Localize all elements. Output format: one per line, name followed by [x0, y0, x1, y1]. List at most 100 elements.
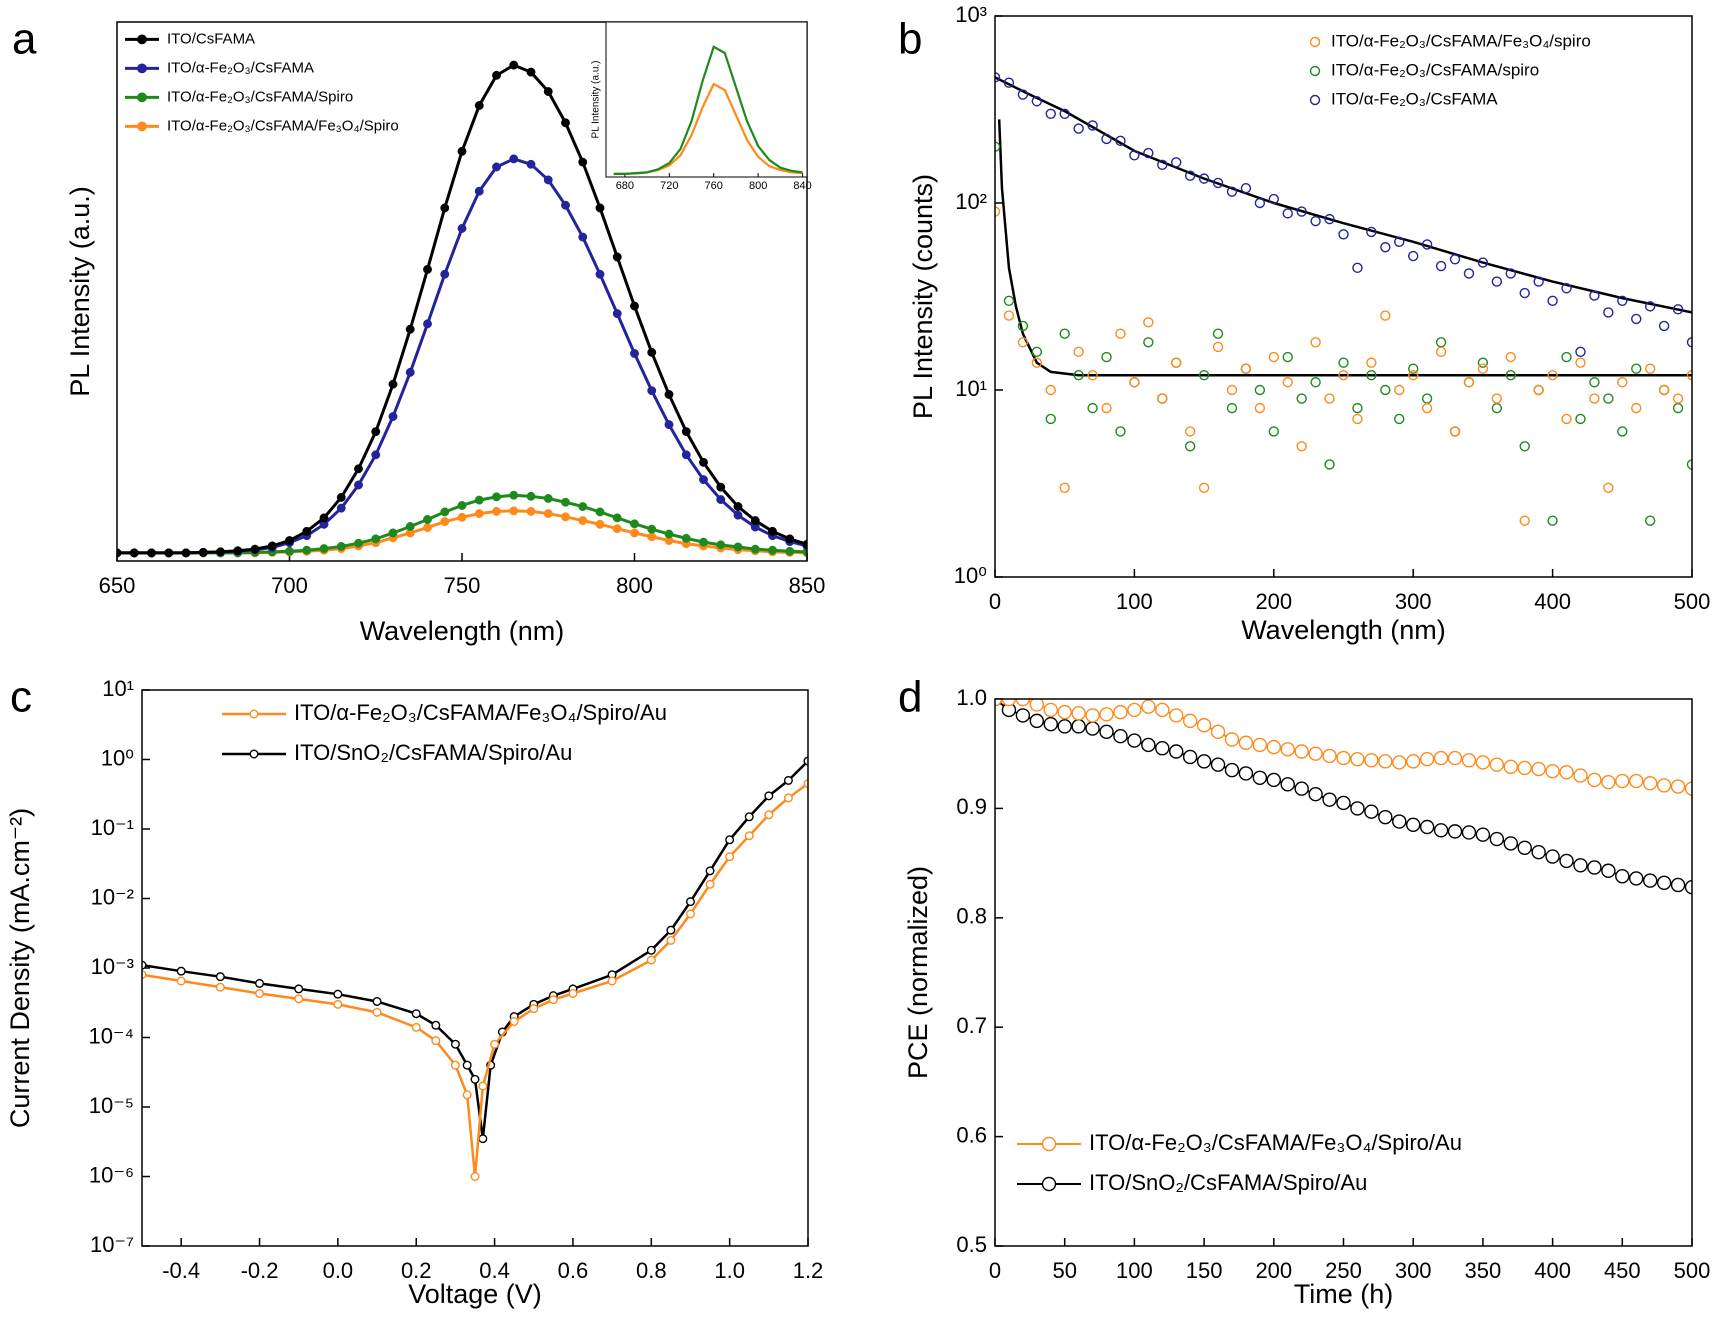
- data-point: [423, 319, 432, 329]
- data-point: [1045, 108, 1056, 119]
- plot-frame: [994, 15, 1693, 578]
- data-point: [1378, 809, 1393, 825]
- data-point: [685, 909, 695, 919]
- data-point: [1475, 827, 1491, 842]
- data-point: [478, 1081, 488, 1091]
- plot-frame: [994, 698, 1693, 1247]
- data-point: [176, 976, 186, 986]
- data-point: [457, 512, 467, 522]
- data-point: [1268, 193, 1280, 205]
- data-point: [1001, 699, 1017, 707]
- data-point: [1336, 750, 1351, 766]
- data-point: [664, 389, 674, 399]
- data-point: [1519, 441, 1530, 452]
- data-point: [630, 349, 639, 358]
- data-point: [664, 529, 674, 539]
- legend-label: ITO/α-Fe₂O₃/CsFAMA/spiro: [1331, 60, 1539, 79]
- data-point: [1475, 755, 1491, 770]
- data-point: [1296, 206, 1307, 217]
- legend-marker: [137, 92, 147, 103]
- data-point: [1421, 402, 1433, 414]
- x-tick-label: 0: [989, 589, 1001, 614]
- data-point: [405, 522, 415, 531]
- data-point: [1489, 831, 1505, 847]
- data-point: [1101, 351, 1112, 363]
- data-point: [1324, 459, 1335, 470]
- y-axis-title: PCE (normalized): [903, 866, 933, 1079]
- data-point: [1405, 754, 1421, 769]
- x-tick-label: 150: [1186, 1258, 1223, 1283]
- y-tick-label: 10⁰: [101, 745, 134, 770]
- data-point: [1672, 304, 1684, 315]
- data-point: [612, 513, 622, 523]
- x-tick-label: 800: [749, 180, 767, 192]
- x-tick-label: 0.8: [636, 1258, 667, 1283]
- x-tick-label: 250: [1325, 1258, 1362, 1283]
- data-point: [1364, 753, 1379, 768]
- data-point: [1224, 762, 1240, 778]
- data-point: [803, 756, 808, 766]
- data-point: [1575, 413, 1586, 425]
- data-point: [319, 513, 329, 523]
- data-point: [1184, 170, 1196, 181]
- data-point: [1352, 402, 1363, 414]
- legend-label: ITO/α-Fe₂O₃/CsFAMA/Fe₃O₄/Spiro/Au: [1089, 1130, 1462, 1155]
- x-tick-label: -0.4: [162, 1258, 200, 1283]
- data-point: [561, 118, 570, 128]
- data-point: [1226, 402, 1238, 414]
- data-point: [1336, 795, 1351, 811]
- data-point: [1238, 735, 1254, 750]
- data-point: [699, 537, 708, 547]
- data-point: [1531, 844, 1546, 860]
- x-axis-title: Voltage (V): [408, 1279, 542, 1309]
- data-point: [1433, 750, 1449, 766]
- data-point: [1184, 441, 1196, 452]
- data-point: [1656, 778, 1672, 793]
- data-point: [716, 495, 726, 505]
- data-point: [509, 60, 519, 70]
- data-point: [1631, 313, 1642, 325]
- data-point: [302, 526, 312, 536]
- data-point: [1338, 229, 1349, 240]
- data-point: [1085, 708, 1100, 723]
- data-point: [1392, 814, 1407, 829]
- data-point: [1017, 320, 1029, 332]
- x-tick-label: 500: [1674, 589, 1711, 614]
- data-point: [595, 203, 605, 213]
- data-point: [1531, 761, 1546, 777]
- data-point: [1491, 393, 1503, 404]
- data-point: [509, 154, 519, 164]
- data-point: [1073, 346, 1084, 358]
- data-point: [492, 492, 501, 502]
- data-point: [1491, 276, 1503, 287]
- plot-frame: [116, 21, 808, 562]
- data-point: [1196, 754, 1212, 769]
- data-point: [1129, 150, 1140, 161]
- data-point: [526, 159, 536, 169]
- data-point: [630, 519, 639, 529]
- data-point: [1407, 250, 1419, 262]
- data-point: [440, 517, 450, 527]
- data-point: [336, 492, 346, 502]
- data-point: [1115, 135, 1126, 147]
- data-point: [450, 1039, 460, 1049]
- data-point: [1085, 721, 1100, 736]
- y-tick-label: 10⁻¹: [91, 815, 134, 840]
- legend-marker: [1041, 1176, 1057, 1192]
- data-point: [142, 960, 147, 970]
- data-point: [647, 347, 657, 357]
- data-point: [612, 252, 622, 262]
- data-point: [411, 1022, 421, 1032]
- data-point: [1533, 384, 1544, 396]
- data-point: [1366, 369, 1377, 381]
- data-point: [215, 982, 225, 992]
- data-point: [462, 1060, 472, 1070]
- data-point: [371, 534, 381, 544]
- data-point: [1449, 426, 1461, 437]
- panel: 680 720 760 800 840 PL Intensity (a.u.): [591, 21, 812, 192]
- data-point: [1573, 768, 1588, 783]
- x-axis-title: Time (h): [1294, 1279, 1394, 1309]
- data-point: [1184, 426, 1196, 437]
- data-point: [1366, 226, 1377, 238]
